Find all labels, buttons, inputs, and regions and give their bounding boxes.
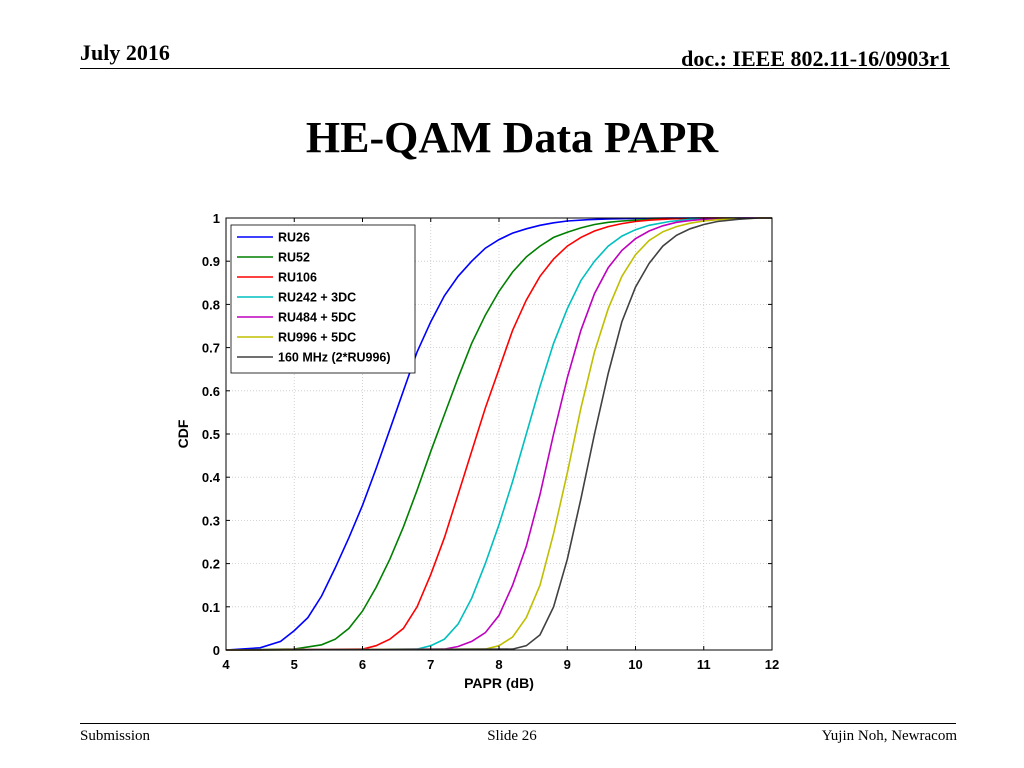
- legend-label: RU52: [278, 251, 310, 265]
- series-line-3: [225, 217, 772, 651]
- x-tick-label: 9: [564, 657, 571, 672]
- y-tick-label: 0: [213, 643, 220, 658]
- header-rule: [80, 68, 950, 69]
- legend-label: RU242 + 3DC: [278, 291, 356, 305]
- legend-label: RU996 + 5DC: [278, 331, 356, 345]
- legend-label: 160 MHz (2*RU996): [278, 351, 391, 365]
- y-tick-label: 0.1: [202, 600, 220, 615]
- y-tick-label: 0.2: [202, 557, 220, 572]
- x-tick-label: 12: [765, 657, 779, 672]
- legend-box: [230, 224, 416, 374]
- y-axis-label: CDF: [175, 419, 191, 448]
- y-tick-label: 0.3: [202, 513, 220, 528]
- y-tick-label: 0.5: [202, 427, 220, 442]
- slide-title: HE-QAM Data PAPR: [305, 113, 719, 162]
- footer-slide-number: Slide 26: [487, 728, 537, 744]
- footer-rule: [80, 723, 956, 724]
- x-tick-label: 6: [359, 657, 366, 672]
- x-tick-label: 8: [495, 657, 502, 672]
- x-axis-label: PAPR (dB): [464, 675, 534, 691]
- x-tick-label: 4: [222, 657, 230, 672]
- series-line-4: [225, 217, 772, 651]
- y-tick-label: 0.9: [202, 254, 220, 269]
- y-tick-label: 0.4: [202, 470, 221, 485]
- series-line-7: [225, 217, 772, 651]
- footer-author: Yujin Noh, Newracom: [821, 728, 957, 744]
- x-tick-label: 5: [291, 657, 298, 672]
- y-tick-label: 1: [213, 211, 220, 226]
- legend-label: RU26: [278, 231, 310, 245]
- series-line-5: [225, 217, 772, 651]
- legend-label: RU106: [278, 271, 317, 285]
- slide-date: July 2016: [80, 40, 170, 65]
- x-tick-label: 11: [697, 657, 711, 672]
- x-tick-label: 7: [427, 657, 434, 672]
- document-id: doc.: IEEE 802.11-16/0903r1: [681, 46, 950, 71]
- y-tick-label: 0.8: [202, 297, 220, 312]
- x-tick-label: 10: [628, 657, 642, 672]
- legend-label: RU484 + 5DC: [278, 311, 356, 325]
- footer-submission: Submission: [80, 728, 151, 744]
- series-line-2: [225, 217, 772, 651]
- y-tick-label: 0.7: [202, 341, 220, 356]
- y-tick-label: 0.6: [202, 384, 220, 399]
- series-line-6: [225, 217, 772, 651]
- series-line-1: [225, 217, 772, 651]
